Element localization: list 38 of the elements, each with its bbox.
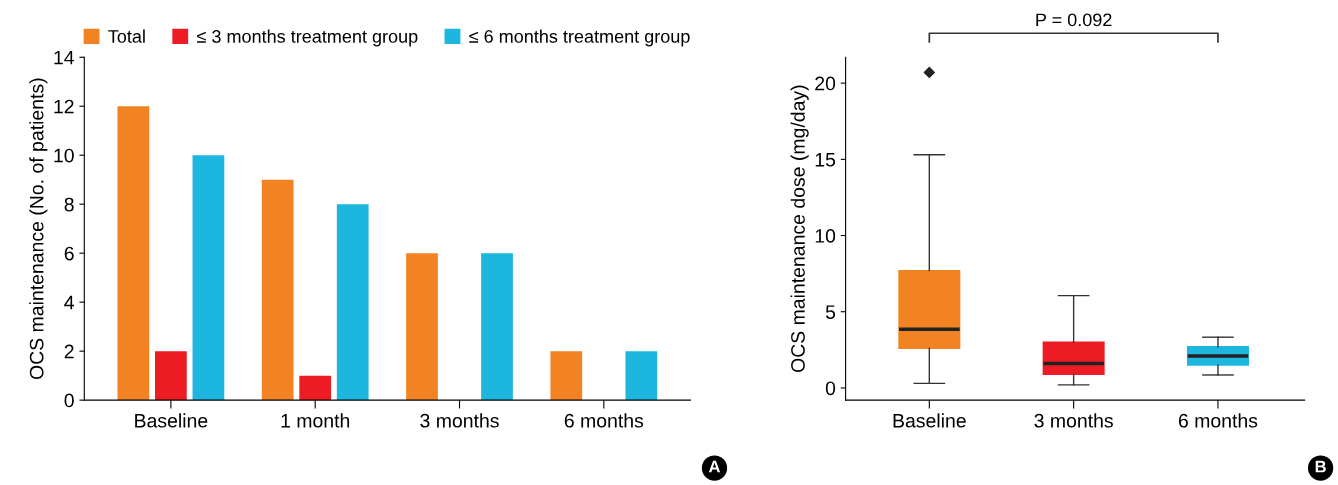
y-axis-title: OCS maintenance dose (mg/day) xyxy=(790,85,809,373)
y-tick-label: 0 xyxy=(825,381,836,396)
bar xyxy=(550,351,583,401)
bar xyxy=(336,204,369,401)
text: P = 0.092 xyxy=(1036,13,1112,27)
bar xyxy=(625,351,658,401)
x-tick-label: Baseline xyxy=(893,413,966,428)
y-tick-label: 6 xyxy=(64,246,74,261)
bar xyxy=(299,375,332,401)
legend-label: ≤ 3 months treatment group xyxy=(197,29,418,47)
x-tick-label: 3 months xyxy=(1034,413,1113,428)
text: B xyxy=(1315,460,1326,473)
x-tick-label: 6 months xyxy=(564,413,644,428)
text: A xyxy=(708,460,721,473)
y-tick-label: 20 xyxy=(815,76,836,91)
bar xyxy=(406,253,438,401)
y-tick-label: 8 xyxy=(64,197,74,212)
y-tick-label: 4 xyxy=(64,295,74,310)
y-tick-label: 10 xyxy=(815,229,836,243)
bar xyxy=(117,106,150,401)
x-tick-label: Baseline xyxy=(135,413,208,428)
legend-label: ≤ 6 months treatment group xyxy=(469,29,690,47)
y-tick-label: 2 xyxy=(64,344,74,359)
y-tick-label: 15 xyxy=(815,153,836,167)
x-tick-label: 6 months xyxy=(1178,413,1258,428)
bar xyxy=(192,155,225,401)
bar xyxy=(155,351,187,401)
legend-label: Total xyxy=(108,29,145,43)
y-tick-label: 14 xyxy=(54,50,74,65)
x-tick-label: 1 month xyxy=(281,413,350,428)
y-tick-label: 12 xyxy=(54,99,74,114)
y-axis-title: OCS maintenance (No. of patients) xyxy=(29,78,48,380)
bar xyxy=(481,253,513,401)
bar xyxy=(261,179,294,401)
y-tick-label: 0 xyxy=(64,393,74,408)
x-tick-label: 3 months xyxy=(420,413,499,428)
y-tick-label: 10 xyxy=(54,148,74,163)
y-tick-label: 5 xyxy=(825,305,836,319)
